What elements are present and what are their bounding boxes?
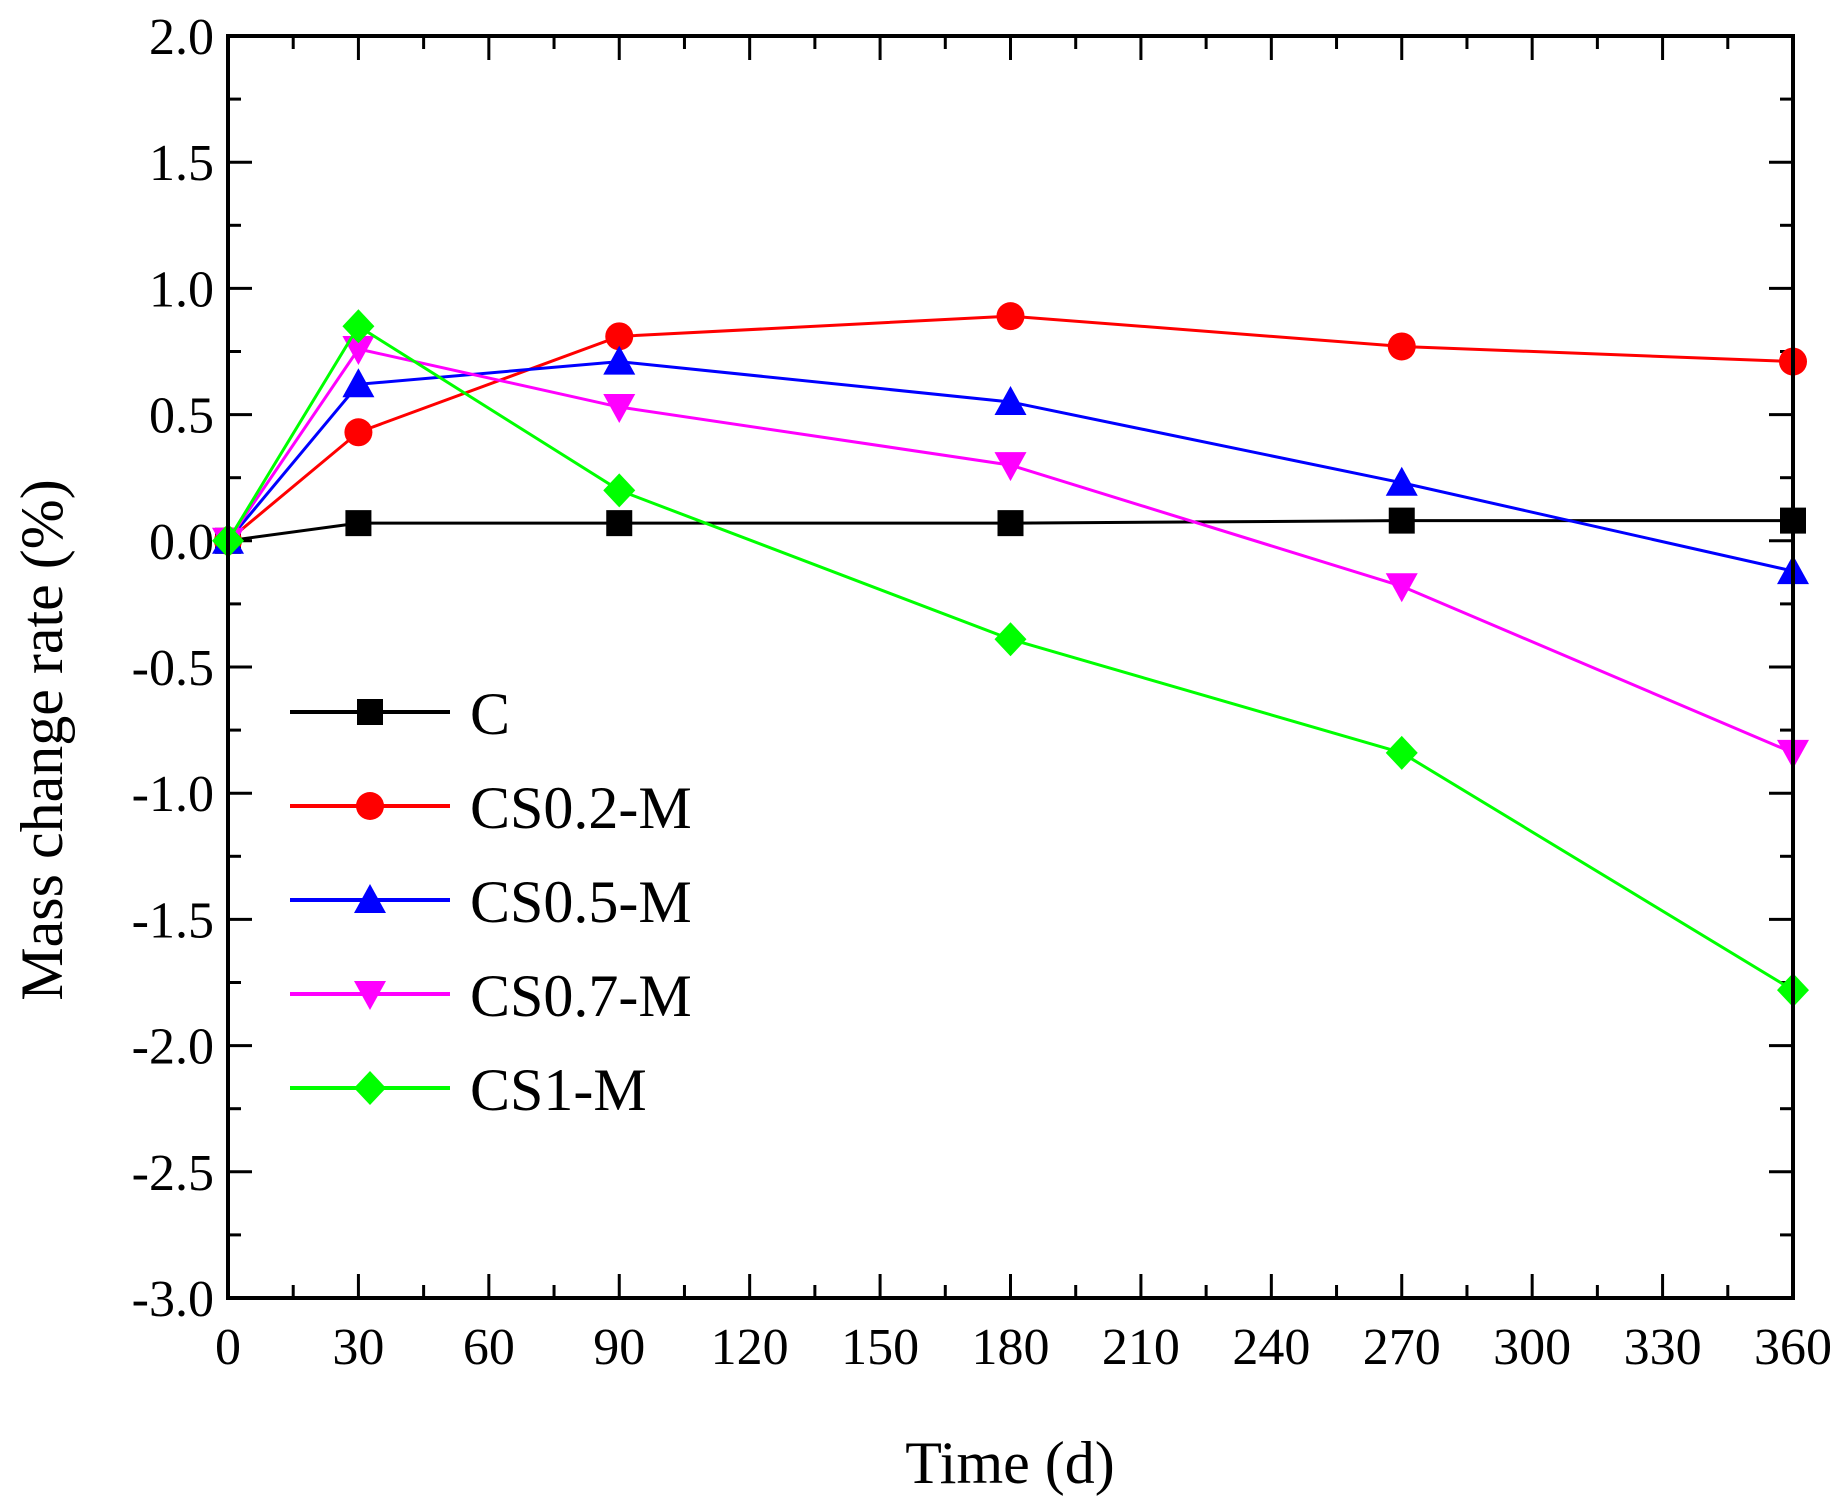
data-point bbox=[1385, 573, 1418, 603]
x-tick-label: 120 bbox=[711, 1319, 789, 1376]
data-point bbox=[342, 368, 375, 398]
legend-item: CS0.2-M bbox=[290, 775, 692, 841]
x-tick-label: 240 bbox=[1232, 1319, 1310, 1376]
data-point bbox=[606, 510, 633, 537]
x-tick-label: 0 bbox=[215, 1319, 241, 1376]
legend-marker bbox=[354, 884, 386, 913]
data-point bbox=[345, 510, 372, 537]
series-layer bbox=[212, 302, 1809, 1008]
data-point bbox=[997, 510, 1024, 537]
axis-ticks: 0 30 60 90 120 150 180 210 240 270 300 330 360 -3.0 -2… bbox=[132, 9, 1832, 1376]
legend-label: CS0.7-M bbox=[470, 963, 692, 1029]
legend-marker bbox=[354, 1071, 386, 1105]
x-axis-title: Time (d) bbox=[905, 1430, 1114, 1496]
legend-label: C bbox=[470, 681, 510, 747]
y-tick-label: -1.5 bbox=[132, 892, 214, 949]
series-line bbox=[226, 360, 1794, 573]
legend-item: CS1-M bbox=[290, 1057, 647, 1123]
data-point bbox=[1385, 735, 1418, 770]
data-point bbox=[994, 452, 1027, 482]
y-tick-label: 0.5 bbox=[149, 388, 214, 445]
x-tick-label: 330 bbox=[1624, 1319, 1702, 1376]
legend-label: CS0.5-M bbox=[470, 869, 692, 935]
legend-label: CS0.2-M bbox=[470, 775, 692, 841]
legend-label: CS1-M bbox=[470, 1057, 647, 1123]
legend-marker bbox=[357, 699, 383, 725]
legend-item: CS0.5-M bbox=[290, 869, 692, 935]
x-tick-label: 150 bbox=[841, 1319, 919, 1376]
y-tick-label: 1.5 bbox=[149, 135, 214, 192]
series-CS1-M bbox=[212, 309, 1809, 1008]
data-point bbox=[344, 418, 373, 447]
data-point bbox=[603, 394, 636, 424]
series-line bbox=[226, 347, 1794, 755]
data-point bbox=[996, 302, 1025, 331]
data-point bbox=[342, 335, 375, 365]
x-tick-label: 360 bbox=[1754, 1319, 1832, 1376]
data-point bbox=[603, 473, 636, 508]
data-point bbox=[605, 322, 634, 351]
y-tick-label: -3.0 bbox=[132, 1271, 214, 1328]
data-point bbox=[1385, 466, 1418, 496]
legend-item: C bbox=[290, 681, 510, 747]
data-point bbox=[603, 345, 636, 375]
legend-marker bbox=[354, 981, 386, 1010]
legend-item: CS0.7-M bbox=[290, 963, 692, 1029]
y-tick-label: -2.5 bbox=[132, 1145, 214, 1202]
x-tick-label: 30 bbox=[332, 1319, 384, 1376]
data-point bbox=[1388, 507, 1415, 534]
legend: C CS0.2-M CS0.5-M CS0.7-M CS1-M bbox=[290, 681, 692, 1123]
y-tick-label: -0.5 bbox=[132, 640, 214, 697]
data-point bbox=[994, 385, 1027, 415]
data-point bbox=[1387, 332, 1416, 361]
y-tick-label: 0.0 bbox=[149, 514, 214, 571]
x-tick-label: 180 bbox=[972, 1319, 1050, 1376]
x-tick-label: 90 bbox=[593, 1319, 645, 1376]
series-C bbox=[215, 507, 1806, 554]
y-tick-label: 2.0 bbox=[149, 9, 214, 66]
x-tick-label: 60 bbox=[463, 1319, 515, 1376]
series-line bbox=[227, 314, 1794, 542]
x-tick-label: 210 bbox=[1102, 1319, 1180, 1376]
y-tick-label: 1.0 bbox=[149, 261, 214, 318]
y-tick-label: -2.0 bbox=[132, 1019, 214, 1076]
plot-area-frame bbox=[226, 34, 1795, 1300]
x-tick-label: 300 bbox=[1493, 1319, 1571, 1376]
y-axis-title: Mass change rate (%) bbox=[9, 479, 75, 1000]
series-line bbox=[226, 324, 1794, 992]
legend-marker bbox=[356, 792, 384, 820]
data-point bbox=[342, 309, 375, 344]
series-line bbox=[227, 519, 1793, 543]
data-point bbox=[994, 622, 1027, 657]
y-tick-label: -1.0 bbox=[132, 766, 214, 823]
x-tick-label: 270 bbox=[1363, 1319, 1441, 1376]
